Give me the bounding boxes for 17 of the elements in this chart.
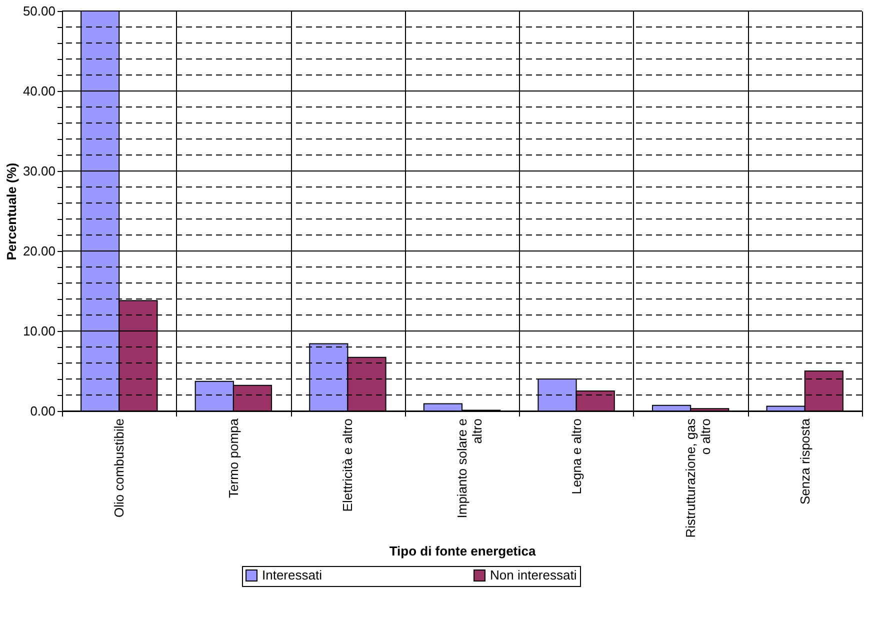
y-tick-label: 30.00: [22, 164, 56, 178]
y-tick-label: 50.00: [22, 4, 56, 18]
x-tick-label: Elettricità e altro: [340, 418, 356, 512]
y-tick-label: 40.00: [22, 84, 56, 98]
y-tick-label: 10.00: [22, 324, 56, 338]
legend-label: Interessati: [262, 568, 322, 583]
x-tick-label: Olio combustibile: [112, 418, 127, 518]
legend-label: Non interessati: [490, 568, 577, 583]
y-tick-label: 0.00: [30, 404, 56, 418]
x-tick-label: Impianto solare e altro: [454, 418, 484, 518]
x-tick-label: Senza risposta: [797, 418, 812, 504]
x-tick-label: Ristrutturazione, gas o altro: [683, 418, 714, 538]
x-axis-title: Tipo di fonte energetica: [389, 544, 536, 559]
x-tick-label: Legna e altro: [568, 418, 584, 494]
y-tick-label: 20.00: [22, 244, 56, 258]
x-tick-label: Termo pompa: [226, 418, 241, 498]
y-axis-title: Percentuale (%): [4, 162, 19, 260]
